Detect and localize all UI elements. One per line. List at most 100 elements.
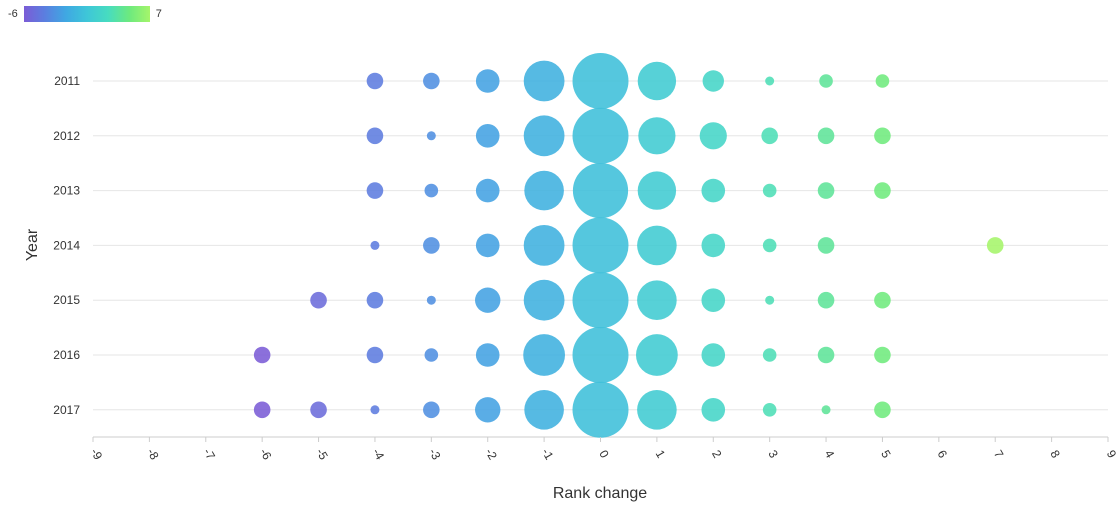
bubble-2017-2[interactable] [701, 398, 726, 422]
bubble-2012-0[interactable] [572, 107, 629, 164]
bubble-2015-4[interactable] [817, 291, 835, 309]
bubble-2012--2[interactable] [475, 124, 500, 148]
legend-min-label: -6 [8, 8, 18, 20]
x-tick-label: -8 [144, 446, 162, 463]
x-axis-ticks: -9 -8 -7 -6 -5 -4 -3 -2 -1 0 1 2 3 4 5 6 7 8 9 [88, 437, 1117, 462]
bubble-2013-1[interactable] [637, 171, 677, 210]
bubble-2015--3[interactable] [426, 295, 436, 305]
bubble-series [253, 53, 1004, 438]
bubble-2012-1[interactable] [638, 117, 676, 155]
bubble-2015--5[interactable] [310, 291, 327, 309]
x-tick-label: 9 [1104, 448, 1117, 461]
bubble-2013--4[interactable] [366, 182, 384, 199]
bubble-2014-7[interactable] [986, 237, 1004, 254]
bubble-2012--3[interactable] [426, 131, 436, 141]
bubble-2014-3[interactable] [762, 238, 777, 253]
bubble-2011-5[interactable] [875, 74, 890, 88]
bubble-2015-0[interactable] [572, 272, 629, 329]
x-tick-label: -9 [88, 446, 106, 463]
bubble-2014-1[interactable] [637, 225, 677, 266]
bubble-2013-3[interactable] [762, 183, 777, 198]
bubble-2011-4[interactable] [819, 74, 833, 88]
bubble-2017--1[interactable] [524, 390, 564, 430]
x-tick-label: 0 [596, 448, 612, 461]
bubble-2016-0[interactable] [572, 327, 629, 383]
bubble-2016--1[interactable] [523, 334, 566, 376]
bubble-2015--2[interactable] [475, 287, 501, 313]
bubble-2017--6[interactable] [253, 401, 271, 419]
bubble-2017-0[interactable] [572, 381, 629, 438]
bubble-2015--4[interactable] [366, 291, 384, 309]
bubble-2012--1[interactable] [523, 115, 565, 157]
bubble-2017--5[interactable] [310, 401, 327, 419]
bubble-2013--2[interactable] [475, 178, 500, 203]
bubble-2014--3[interactable] [423, 237, 440, 254]
bubble-2012-5[interactable] [874, 127, 891, 145]
y-tick-label: 2014 [53, 238, 80, 252]
bubble-2013-0[interactable] [572, 163, 629, 219]
bubble-2013-2[interactable] [701, 178, 726, 203]
bubble-2014-4[interactable] [817, 237, 835, 254]
bubble-2016--2[interactable] [475, 343, 500, 367]
bubble-2017-1[interactable] [637, 390, 677, 430]
bubble-2011-1[interactable] [637, 61, 677, 101]
x-tick-label: -2 [482, 446, 500, 463]
y-tick-label: 2011 [54, 74, 80, 88]
bubble-2016--6[interactable] [253, 346, 271, 364]
bubble-2014--1[interactable] [523, 225, 565, 266]
bubble-2015--1[interactable] [523, 279, 565, 321]
bubble-2017-5[interactable] [874, 401, 891, 419]
y-axis-title: Year [24, 228, 41, 261]
bubble-2017--3[interactable] [423, 401, 440, 419]
bubble-2011-3[interactable] [765, 76, 775, 86]
x-tick-label: -5 [313, 446, 331, 463]
bubble-2012--4[interactable] [366, 127, 384, 145]
legend-max-label: 7 [155, 8, 162, 20]
bubble-2013-4[interactable] [817, 182, 835, 199]
x-tick-label: 6 [935, 448, 951, 461]
bubble-2016-1[interactable] [635, 334, 678, 376]
bubble-2017--4[interactable] [370, 405, 380, 415]
bubble-2016--4[interactable] [366, 346, 384, 364]
bubble-2013--3[interactable] [424, 183, 439, 198]
bubble-2011--2[interactable] [475, 69, 500, 93]
bubble-2015-5[interactable] [874, 291, 891, 309]
bubble-2012-3[interactable] [761, 127, 778, 145]
y-tick-label: 2017 [53, 403, 80, 417]
bubble-2017--2[interactable] [475, 397, 501, 423]
bubble-2016-2[interactable] [701, 343, 726, 367]
bubble-2016-5[interactable] [874, 346, 891, 364]
bubble-2014--4[interactable] [370, 240, 380, 250]
bubble-2017-4[interactable] [821, 405, 831, 415]
bubble-2011--1[interactable] [523, 60, 565, 102]
x-tick-label: 5 [878, 448, 894, 461]
bubble-2016-3[interactable] [762, 348, 777, 362]
bubble-2013--1[interactable] [524, 170, 564, 211]
bubble-2011-0[interactable] [572, 53, 629, 109]
bubble-2012-2[interactable] [699, 122, 727, 150]
x-tick-label: 8 [1047, 448, 1063, 461]
y-axis-ticks: 2011 2012 2013 2014 2015 2016 2017 [53, 74, 80, 417]
bubble-2014-0[interactable] [572, 217, 629, 274]
y-tick-label: 2012 [53, 129, 80, 143]
bubble-2012-4[interactable] [817, 127, 835, 145]
bubble-2011-2[interactable] [702, 70, 724, 92]
bubble-2015-3[interactable] [765, 295, 775, 305]
bubble-2017-3[interactable] [762, 403, 777, 417]
x-tick-label: 3 [765, 448, 781, 461]
bubble-2011--4[interactable] [366, 72, 384, 90]
y-tick-label: 2013 [53, 184, 80, 198]
bubble-2016--3[interactable] [424, 348, 439, 362]
x-tick-label: 4 [822, 448, 838, 461]
bubble-2016-4[interactable] [817, 346, 835, 364]
bubble-2014-2[interactable] [701, 233, 726, 258]
x-tick-label: -4 [370, 446, 388, 463]
bubble-2014--2[interactable] [475, 233, 500, 258]
bubble-2015-2[interactable] [701, 288, 726, 313]
x-tick-label: 7 [991, 448, 1007, 461]
bubble-2013-5[interactable] [874, 182, 891, 199]
bubble-2015-1[interactable] [637, 280, 677, 321]
x-tick-label: 2 [709, 448, 725, 461]
bubble-2011--3[interactable] [423, 72, 440, 90]
